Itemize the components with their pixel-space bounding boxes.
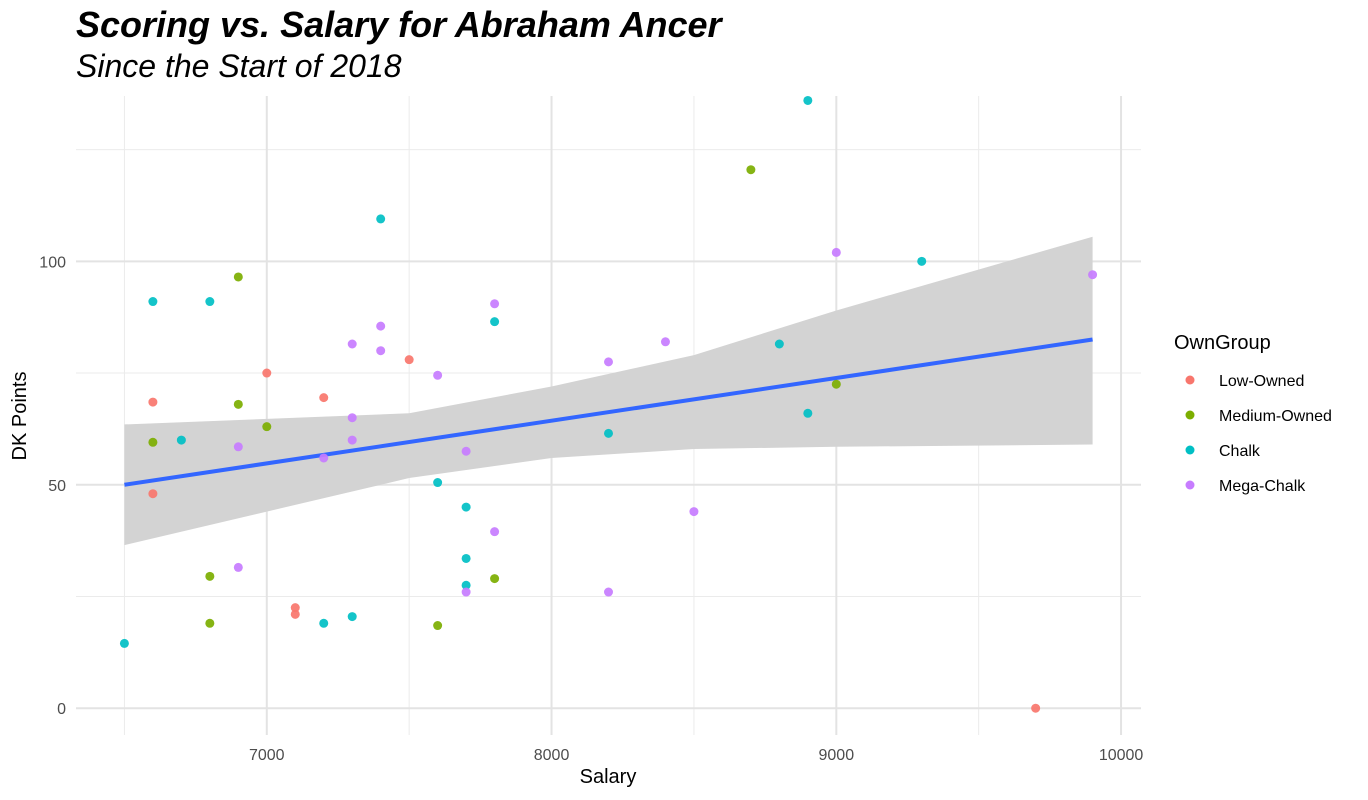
- confidence-band: [124, 236, 1093, 546]
- legend-label-chalk: Chalk: [1219, 443, 1261, 460]
- point-mega-chalk: [347, 413, 357, 423]
- point-mega-chalk: [604, 357, 613, 367]
- chart-title: Scoring vs. Salary for Abraham Ancer: [76, 4, 722, 45]
- point-low-owned: [290, 609, 300, 619]
- point-chalk: [176, 435, 186, 445]
- point-mega-chalk: [233, 562, 243, 572]
- confidence-band-layer: [124, 236, 1093, 546]
- x-tick-label: 8000: [534, 747, 570, 764]
- point-mega-chalk: [376, 321, 386, 331]
- x-tick-label: 9000: [819, 747, 855, 764]
- point-chalk: [376, 214, 386, 224]
- point-chalk: [490, 317, 500, 327]
- legend-key-mega-chalk: [1185, 480, 1195, 490]
- legend-label-medium-owned: Medium-Owned: [1219, 408, 1332, 425]
- chart-subtitle: Since the Start of 2018: [76, 48, 402, 84]
- trend-line: [124, 337, 1093, 487]
- point-chalk: [461, 553, 471, 563]
- point-chalk: [803, 408, 813, 418]
- point-mega-chalk: [233, 442, 243, 452]
- legend-key-low-owned: [1185, 375, 1195, 385]
- tick-labels: 7000 8000 9000 10000 0 50 100: [39, 254, 1143, 764]
- x-tick-label: 7000: [249, 747, 285, 764]
- point-mega-chalk: [376, 346, 386, 356]
- point-medium-owned: [262, 422, 272, 432]
- legend-key-chalk: [1185, 445, 1195, 455]
- y-axis-title: DK Points: [9, 372, 31, 461]
- y-tick-label: 100: [39, 254, 66, 271]
- point-medium-owned: [831, 379, 841, 389]
- point-medium-owned: [490, 574, 500, 584]
- point-chalk: [319, 618, 329, 628]
- point-chalk: [604, 428, 613, 438]
- point-mega-chalk: [1088, 270, 1098, 280]
- x-axis-title: Salary: [580, 766, 637, 788]
- point-chalk: [205, 297, 215, 307]
- point-chalk: [774, 339, 784, 349]
- point-low-owned: [319, 393, 329, 403]
- point-chalk: [433, 478, 443, 488]
- point-mega-chalk: [490, 527, 500, 537]
- point-mega-chalk: [604, 587, 613, 597]
- point-mega-chalk: [490, 299, 500, 309]
- point-low-owned: [1031, 703, 1041, 713]
- legend-title: OwnGroup: [1174, 332, 1271, 354]
- point-medium-owned: [233, 272, 243, 282]
- point-chalk: [347, 612, 357, 622]
- point-mega-chalk: [831, 247, 841, 257]
- point-low-owned: [290, 603, 300, 613]
- point-chalk: [119, 638, 129, 648]
- point-low-owned: [262, 368, 272, 378]
- point-chalk: [917, 256, 927, 266]
- y-tick-label: 0: [57, 701, 66, 718]
- point-mega-chalk: [660, 337, 670, 347]
- point-low-owned: [148, 397, 158, 407]
- point-medium-owned: [746, 165, 756, 175]
- point-chalk: [148, 297, 158, 307]
- point-mega-chalk: [347, 339, 357, 349]
- point-mega-chalk: [433, 370, 443, 380]
- point-mega-chalk: [689, 507, 699, 517]
- point-mega-chalk: [461, 587, 471, 597]
- point-medium-owned: [433, 621, 443, 631]
- legend: OwnGroup Low-Owned Medium-Owned Chalk Mega-…: [1174, 332, 1332, 495]
- point-chalk: [461, 580, 471, 590]
- point-medium-owned: [148, 437, 158, 447]
- point-mega-chalk: [461, 446, 471, 456]
- legend-key-medium-owned: [1185, 410, 1195, 420]
- point-chalk: [803, 95, 813, 105]
- x-tick-label: 10000: [1099, 747, 1144, 764]
- point-chalk: [461, 502, 471, 512]
- point-medium-owned: [205, 618, 215, 628]
- point-low-owned: [148, 489, 158, 499]
- points-layer: [119, 95, 1098, 713]
- legend-label-low-owned: Low-Owned: [1219, 373, 1304, 390]
- point-medium-owned: [233, 399, 243, 409]
- point-mega-chalk: [319, 453, 329, 463]
- point-low-owned: [404, 355, 414, 365]
- legend-label-mega-chalk: Mega-Chalk: [1219, 478, 1306, 495]
- point-mega-chalk: [347, 435, 357, 445]
- y-tick-label: 50: [48, 478, 66, 495]
- point-medium-owned: [205, 571, 215, 581]
- trend-line-layer: [124, 337, 1093, 487]
